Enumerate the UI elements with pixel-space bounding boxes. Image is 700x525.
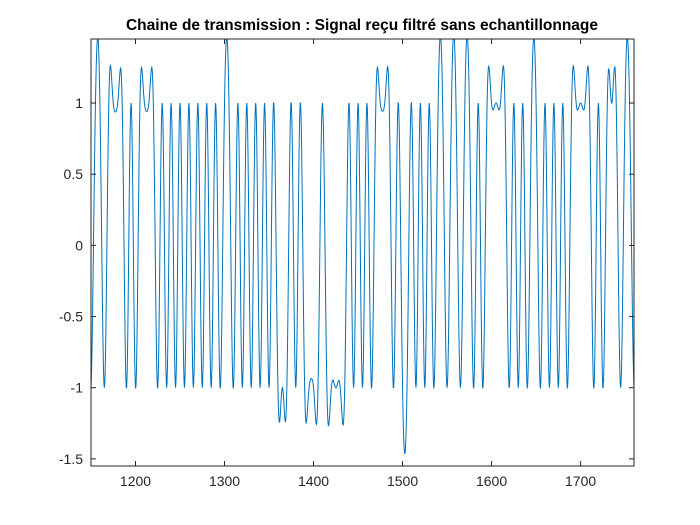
y-tick-label: 1 <box>75 95 83 111</box>
plot-background <box>91 39 634 466</box>
y-tick-label: 0.5 <box>64 166 84 182</box>
series-line <box>91 39 634 455</box>
x-axis: 1200 1300 1400 1500 1600 1700 <box>120 39 596 489</box>
axes-box <box>90 38 635 467</box>
x-tick-label: 1700 <box>565 473 596 489</box>
series-layer <box>91 39 634 455</box>
x-tick-label: 1600 <box>476 473 507 489</box>
x-tick-label: 1500 <box>387 473 418 489</box>
y-tick-label: -1 <box>71 380 84 396</box>
y-axis: 1 0.5 0 -0.5 -1 -1.5 <box>59 95 634 467</box>
chart-title: Chaine de transmission : Signal reçu fil… <box>126 17 598 34</box>
y-tick-label: -1.5 <box>59 451 83 467</box>
x-tick-label: 1200 <box>120 473 151 489</box>
x-tick-label: 1300 <box>209 473 240 489</box>
x-tick-label: 1400 <box>298 473 329 489</box>
y-tick-label: -0.5 <box>59 309 83 325</box>
y-tick-label: 0 <box>75 237 83 253</box>
